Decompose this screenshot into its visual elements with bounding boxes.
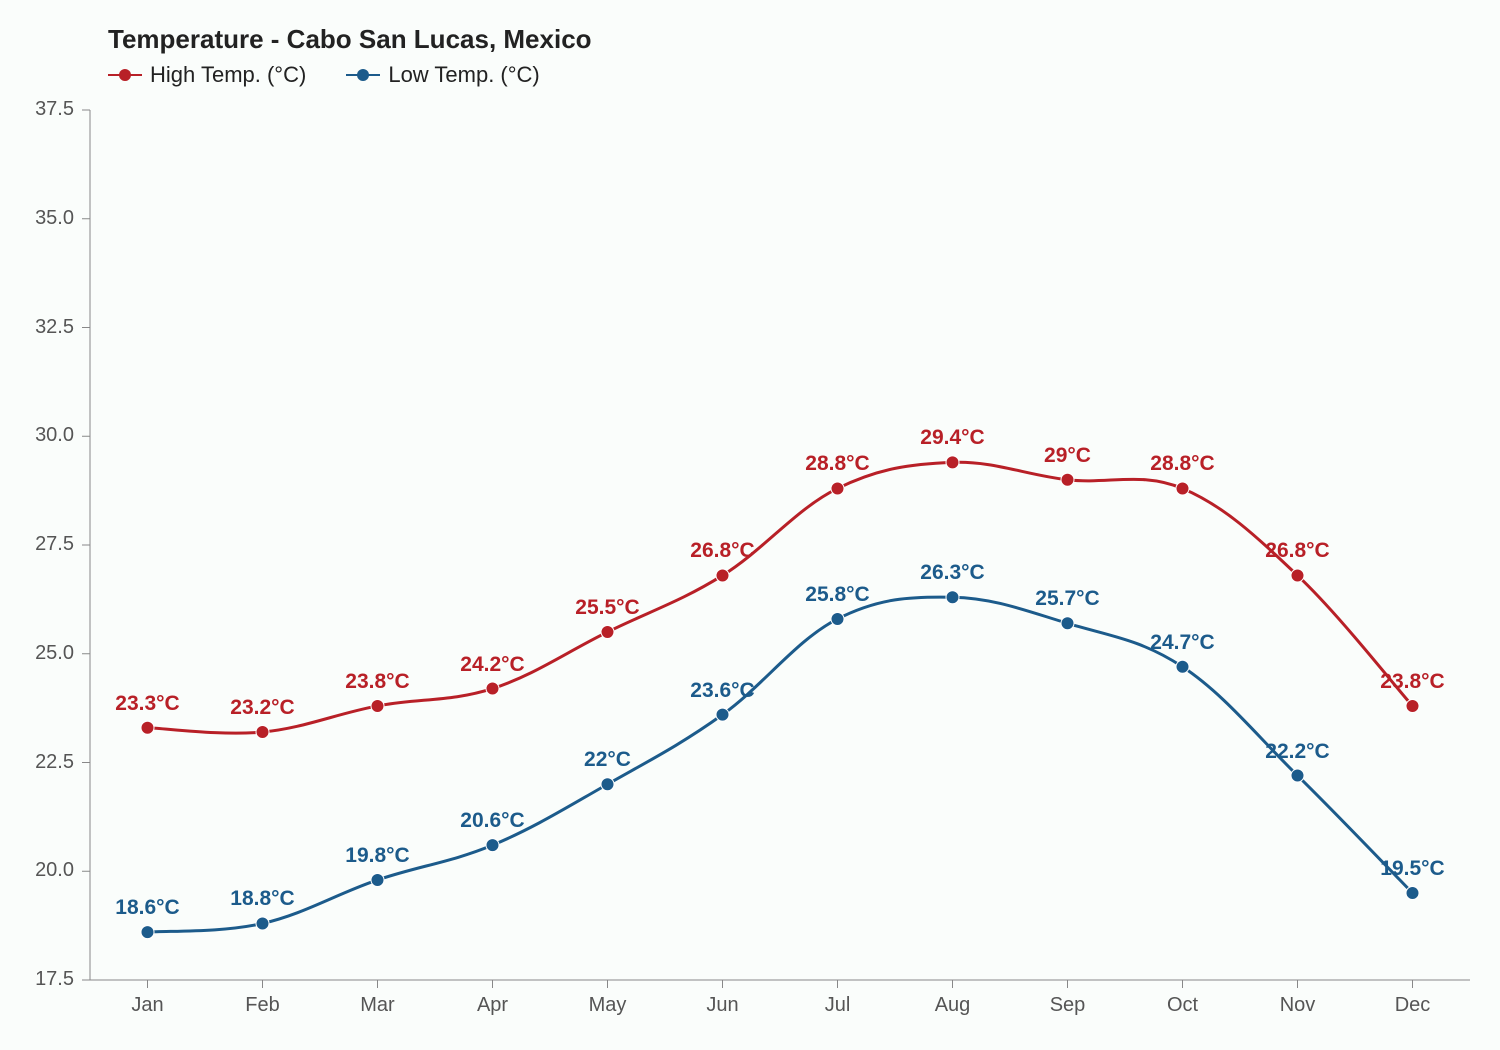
y-tick-label: 27.5 bbox=[0, 533, 74, 556]
data-point bbox=[371, 873, 384, 886]
x-tick-label: Aug bbox=[895, 994, 1010, 1017]
data-point-label: 24.2°C bbox=[460, 653, 524, 677]
data-point-label: 22.2°C bbox=[1265, 740, 1329, 764]
data-point-label: 19.8°C bbox=[345, 844, 409, 868]
data-point bbox=[601, 778, 614, 791]
data-point-label: 23.2°C bbox=[230, 696, 294, 720]
x-tick-label: Jan bbox=[90, 994, 205, 1017]
x-tick-label: Jun bbox=[665, 994, 780, 1017]
data-point-label: 25.5°C bbox=[575, 596, 639, 620]
data-point-label: 25.8°C bbox=[805, 583, 869, 607]
data-point-label: 26.3°C bbox=[920, 561, 984, 585]
temperature-chart: Temperature - Cabo San Lucas, Mexico Hig… bbox=[0, 0, 1500, 1050]
data-point-label: 28.8°C bbox=[1150, 452, 1214, 476]
y-tick-label: 20.0 bbox=[0, 859, 74, 882]
data-point bbox=[1406, 699, 1419, 712]
data-point-label: 20.6°C bbox=[460, 809, 524, 833]
y-tick-label: 32.5 bbox=[0, 316, 74, 339]
x-tick-label: Jul bbox=[780, 994, 895, 1017]
data-point bbox=[1291, 569, 1304, 582]
data-point bbox=[141, 721, 154, 734]
data-point-label: 23.8°C bbox=[345, 670, 409, 694]
data-point bbox=[1291, 769, 1304, 782]
data-point-label: 24.7°C bbox=[1150, 631, 1214, 655]
data-point-label: 29°C bbox=[1044, 444, 1091, 468]
data-point bbox=[141, 926, 154, 939]
data-point bbox=[1406, 887, 1419, 900]
data-point-label: 25.7°C bbox=[1035, 587, 1099, 611]
plot-area bbox=[0, 0, 1500, 1050]
data-point bbox=[1061, 617, 1074, 630]
y-tick-label: 22.5 bbox=[0, 751, 74, 774]
data-point-label: 23.3°C bbox=[115, 692, 179, 716]
data-point bbox=[831, 482, 844, 495]
data-point-label: 26.8°C bbox=[690, 539, 754, 563]
x-tick-label: Oct bbox=[1125, 994, 1240, 1017]
y-tick-label: 30.0 bbox=[0, 424, 74, 447]
series-line bbox=[148, 597, 1413, 932]
data-point-label: 18.8°C bbox=[230, 887, 294, 911]
x-tick-label: Sep bbox=[1010, 994, 1125, 1017]
data-point bbox=[371, 699, 384, 712]
data-point-label: 18.6°C bbox=[115, 896, 179, 920]
x-tick-label: Feb bbox=[205, 994, 320, 1017]
data-point bbox=[946, 591, 959, 604]
y-tick-label: 17.5 bbox=[0, 968, 74, 991]
data-point bbox=[716, 569, 729, 582]
data-point bbox=[716, 708, 729, 721]
y-tick-label: 35.0 bbox=[0, 207, 74, 230]
data-point bbox=[486, 682, 499, 695]
x-tick-label: Nov bbox=[1240, 994, 1355, 1017]
data-point bbox=[831, 612, 844, 625]
data-point bbox=[1176, 482, 1189, 495]
data-point-label: 22°C bbox=[584, 748, 631, 772]
y-tick-label: 37.5 bbox=[0, 98, 74, 121]
data-point-label: 29.4°C bbox=[920, 426, 984, 450]
data-point-label: 19.5°C bbox=[1380, 857, 1444, 881]
data-point bbox=[1176, 660, 1189, 673]
data-point-label: 23.8°C bbox=[1380, 670, 1444, 694]
x-tick-label: May bbox=[550, 994, 665, 1017]
data-point bbox=[1061, 473, 1074, 486]
data-point bbox=[256, 726, 269, 739]
data-point-label: 28.8°C bbox=[805, 452, 869, 476]
data-point bbox=[486, 839, 499, 852]
x-tick-label: Mar bbox=[320, 994, 435, 1017]
x-tick-label: Apr bbox=[435, 994, 550, 1017]
data-point bbox=[601, 626, 614, 639]
data-point bbox=[256, 917, 269, 930]
data-point bbox=[946, 456, 959, 469]
data-point-label: 26.8°C bbox=[1265, 539, 1329, 563]
y-tick-label: 25.0 bbox=[0, 642, 74, 665]
series-line bbox=[148, 462, 1413, 733]
x-tick-label: Dec bbox=[1355, 994, 1470, 1017]
data-point-label: 23.6°C bbox=[690, 679, 754, 703]
